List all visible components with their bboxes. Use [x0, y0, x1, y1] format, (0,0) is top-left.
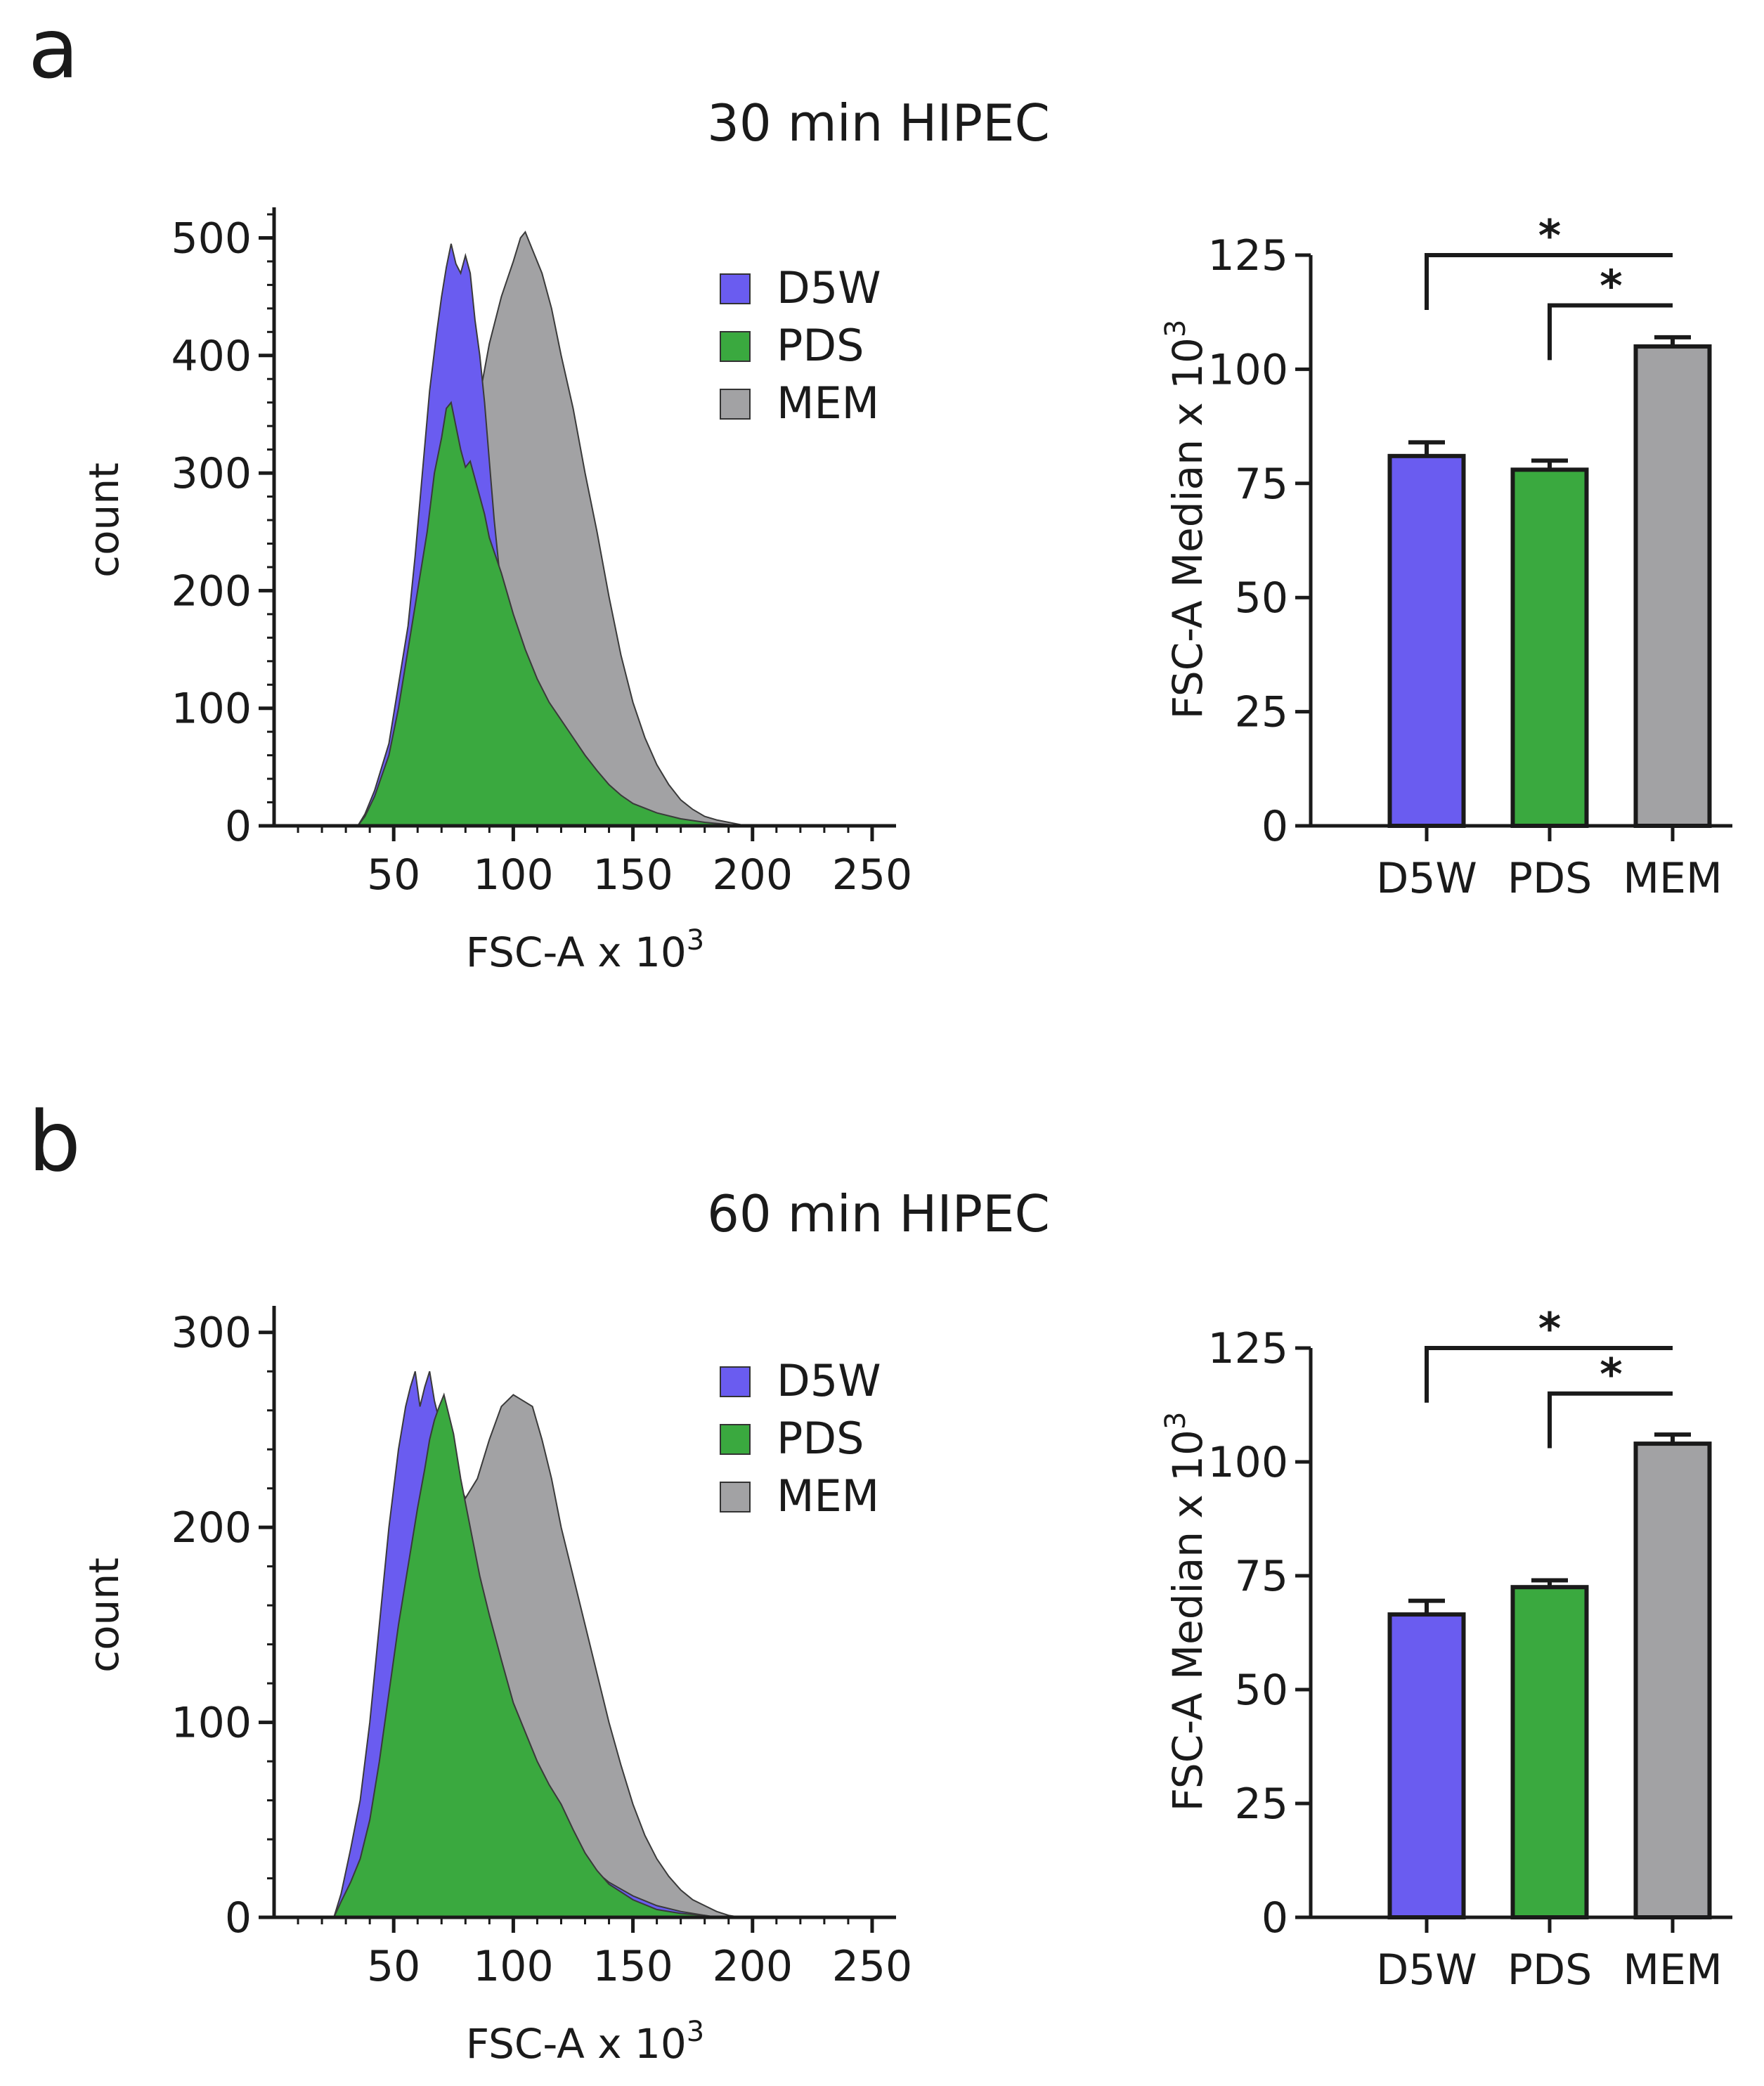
y-tick-label: 0 — [1262, 802, 1288, 851]
panel-title: 60 min HIPEC — [707, 1184, 1050, 1243]
y-tick-label: 0 — [225, 802, 252, 851]
legend-label: PDS — [777, 1413, 864, 1464]
x-tick-label: 200 — [713, 850, 793, 900]
y-tick-label: 200 — [171, 1503, 252, 1553]
x-axis-label-superscript: 3 — [687, 2016, 704, 2048]
bar-chart: D5W PDS MEM 0 25 50 75 100 125 FSC-A Median x 103… — [1160, 1303, 1732, 1995]
significance-bracket — [1425, 253, 1673, 310]
y-tick-label: 50 — [1235, 574, 1288, 623]
bar-pds — [1510, 467, 1589, 828]
x-tick-label: MEM — [1623, 854, 1722, 903]
x-axis-label: FSC-A x 103 — [466, 924, 704, 976]
x-tick-label: 100 — [473, 1942, 554, 1991]
y-tick-label: 50 — [1235, 1666, 1288, 1715]
significance-bracket — [1548, 303, 1673, 361]
y-tick-label: 100 — [171, 1699, 252, 1748]
y-tick-label: 100 — [1207, 345, 1288, 394]
x-tick-label: 200 — [713, 1942, 793, 1991]
y-axis-label: count — [80, 462, 128, 578]
significance-marker: * — [1538, 1303, 1561, 1354]
x-tick-label: MEM — [1623, 1945, 1722, 1995]
y-tick-label: 500 — [171, 214, 252, 263]
legend-swatch-mem — [720, 1482, 751, 1512]
legend-swatch-mem — [720, 389, 751, 420]
bar-mem — [1633, 344, 1712, 829]
y-axis-label-superscript: 3 — [1160, 1412, 1192, 1430]
legend-label: D5W — [777, 1355, 881, 1406]
series-area-pds — [333, 1392, 717, 1918]
legend-label: PDS — [777, 320, 864, 371]
x-tick-label: PDS — [1507, 1945, 1592, 1995]
y-axis-label: count — [80, 1557, 128, 1673]
y-tick-label: 0 — [225, 1893, 252, 1943]
legend-swatch-d5w — [720, 1366, 751, 1397]
x-tick-label: 150 — [592, 850, 673, 900]
y-tick-label: 125 — [1207, 1324, 1288, 1373]
legend-swatch-pds — [720, 1424, 751, 1455]
x-tick-label: 150 — [592, 1942, 673, 1991]
y-axis-label: FSC-A Median x 103 — [1160, 320, 1212, 720]
y-tick-label: 25 — [1235, 1780, 1288, 1829]
panel-letter: b — [28, 1093, 81, 1190]
series-area-pds — [356, 401, 741, 827]
y-tick-label: 200 — [171, 566, 252, 616]
legend-label: MEM — [777, 377, 879, 429]
y-tick-label: 25 — [1235, 688, 1288, 737]
bar-pds — [1510, 1585, 1589, 1919]
significance-bracket — [1548, 1391, 1673, 1449]
significance-marker: * — [1600, 1349, 1622, 1400]
x-tick-label: PDS — [1507, 854, 1592, 903]
panel-letter: a — [28, 0, 79, 97]
histogram-chart: 0 100 200 300 400 500 50 100 150 200 250 FSC-A x 10… — [80, 207, 912, 976]
bar-d5w — [1387, 1612, 1466, 1920]
legend-label: D5W — [777, 262, 881, 313]
panel-title: 30 min HIPEC — [707, 93, 1050, 153]
bar-chart: D5W PDS MEM 0 25 50 75 100 125 FSC-A Median x 103… — [1160, 210, 1732, 903]
legend-label: MEM — [777, 1470, 879, 1522]
y-tick-label: 300 — [171, 449, 252, 498]
y-tick-label: 400 — [171, 332, 252, 381]
histogram-chart: 0 100 200 300 50 100 150 200 250 FSC-A x 103 count… — [80, 1306, 912, 2068]
legend-swatch-d5w — [720, 273, 751, 304]
y-tick-label: 100 — [1207, 1438, 1288, 1487]
significance-bracket — [1425, 1346, 1673, 1403]
y-tick-label: 75 — [1235, 1552, 1288, 1601]
x-tick-label: D5W — [1376, 1945, 1477, 1995]
significance-marker: * — [1538, 210, 1561, 261]
x-tick-label: D5W — [1376, 854, 1477, 903]
x-axis-label: FSC-A x 103 — [466, 2016, 704, 2068]
y-tick-label: 0 — [1262, 1893, 1288, 1943]
y-axis-label: FSC-A Median x 103 — [1160, 1412, 1212, 1812]
y-tick-label: 125 — [1207, 231, 1288, 280]
significance-marker: * — [1600, 260, 1622, 311]
x-tick-label: 250 — [832, 850, 913, 900]
legend-swatch-pds — [720, 331, 751, 362]
x-axis-label-superscript: 3 — [687, 924, 704, 957]
x-tick-label: 50 — [367, 850, 420, 900]
y-tick-label: 75 — [1235, 460, 1288, 509]
x-tick-label: 100 — [473, 850, 554, 900]
y-tick-label: 100 — [171, 685, 252, 734]
y-axis-label-superscript: 3 — [1160, 320, 1192, 337]
x-tick-label: 250 — [832, 1942, 913, 1991]
bar-d5w — [1387, 453, 1466, 828]
x-tick-label: 50 — [367, 1942, 420, 1991]
bar-mem — [1633, 1442, 1712, 1920]
y-tick-label: 300 — [171, 1309, 252, 1358]
